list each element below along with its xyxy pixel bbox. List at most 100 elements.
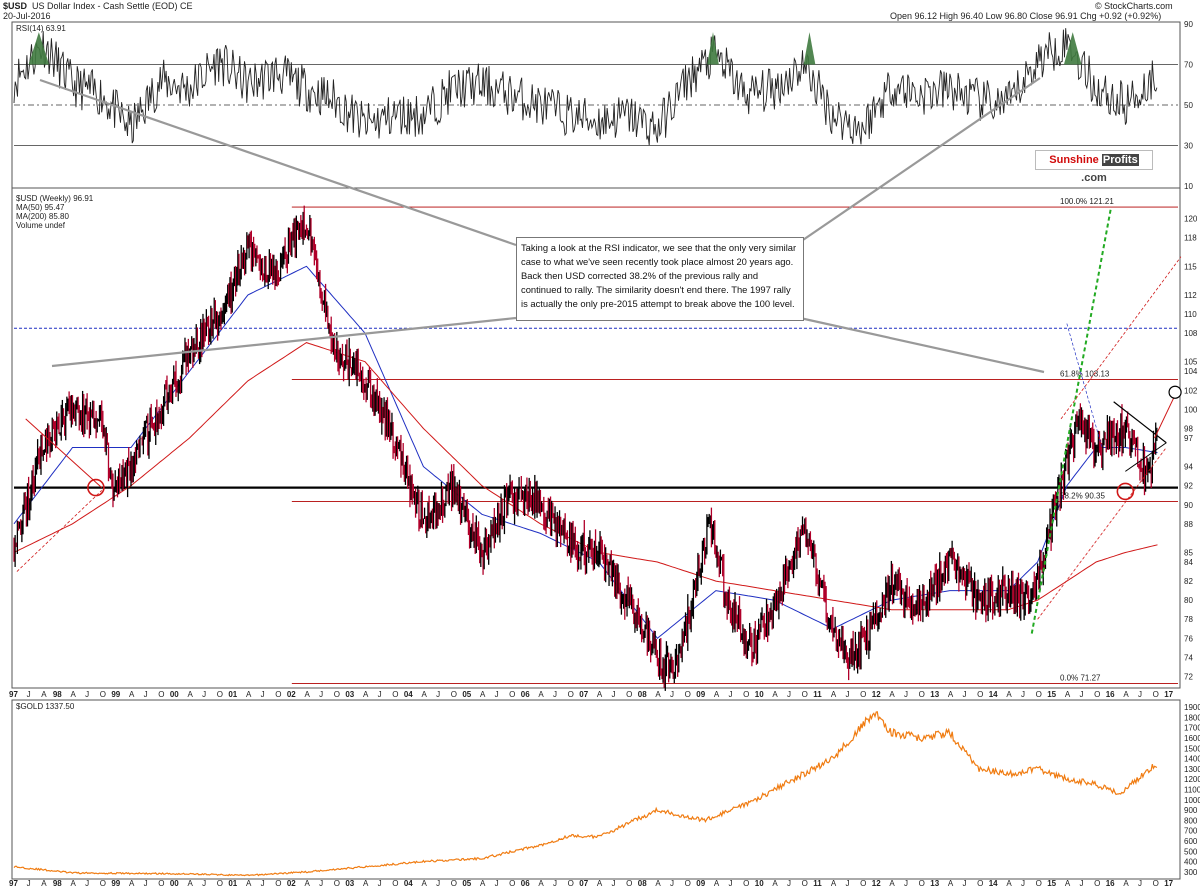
- x-tick-label: O: [1153, 690, 1159, 699]
- rsi-label: RSI(14) 63.91: [16, 24, 66, 33]
- x-tick-label-bottom: J: [261, 879, 265, 887]
- x-tick-label: 04: [404, 690, 413, 699]
- price-tick-label: 92: [1184, 482, 1193, 491]
- annotation-text: Taking a look at the RSI indicator, we s…: [521, 242, 797, 309]
- x-tick-label-bottom: O: [1153, 879, 1159, 887]
- x-tick-label-bottom: A: [129, 879, 135, 887]
- x-tick-label-bottom: 15: [1047, 879, 1056, 887]
- price-tick-label: 104: [1184, 367, 1198, 376]
- x-tick-label-bottom: O: [100, 879, 106, 887]
- price-tick-label: 88: [1184, 520, 1193, 529]
- x-tick-label: 00: [170, 690, 179, 699]
- price-tick-label: 78: [1184, 615, 1193, 624]
- price-bars: [13, 205, 1158, 691]
- price-tick-label: 80: [1184, 596, 1193, 605]
- x-tick-label: 98: [53, 690, 62, 699]
- sunshine-profits-logo: Sunshine Profits .com: [1035, 150, 1153, 184]
- x-tick-label: A: [889, 690, 895, 699]
- x-tick-label: O: [977, 690, 983, 699]
- x-tick-label-bottom: 00: [170, 879, 179, 887]
- x-tick-label-bottom: J: [1079, 879, 1083, 887]
- x-tick-label: J: [1138, 690, 1142, 699]
- x-tick-label: J: [1021, 690, 1025, 699]
- x-tick-label-bottom: O: [626, 879, 632, 887]
- legend-volume: Volume undef: [16, 221, 66, 230]
- x-tick-label: O: [275, 690, 281, 699]
- fib-label: 38.2% 90.35: [1060, 491, 1105, 500]
- x-tick-label: O: [158, 690, 164, 699]
- x-tick-label: A: [41, 690, 47, 699]
- x-tick-label: O: [685, 690, 691, 699]
- x-tick-label: O: [1094, 690, 1100, 699]
- x-tick-label: O: [568, 690, 574, 699]
- trend-1997-down: [25, 418, 103, 488]
- marker-circle: [87, 478, 105, 497]
- x-tick-label: 14: [989, 690, 998, 699]
- x-tick-label-bottom: J: [495, 879, 499, 887]
- x-tick-label: O: [802, 690, 808, 699]
- rsi-tick-label: 30: [1184, 142, 1193, 151]
- x-tick-label: A: [421, 690, 427, 699]
- x-tick-label-bottom: J: [904, 879, 908, 887]
- x-tick-label-bottom: O: [392, 879, 398, 887]
- gold-tick-label: 1600: [1184, 734, 1200, 743]
- x-tick-label-bottom: O: [275, 879, 281, 887]
- annotation-callout: Taking a look at the RSI indicator, we s…: [516, 237, 804, 321]
- x-tick-label-bottom: J: [85, 879, 89, 887]
- gold-tick-label: 1200: [1184, 775, 1200, 784]
- x-tick-label: 13: [930, 690, 939, 699]
- x-tick-label: 01: [228, 690, 237, 699]
- triangle-upper-line: [1113, 401, 1167, 444]
- fib-label: 100.0% 121.21: [1060, 197, 1114, 206]
- x-tick-label-bottom: A: [480, 879, 486, 887]
- x-tick-label-bottom: O: [685, 879, 691, 887]
- x-tick-label-bottom: O: [802, 879, 808, 887]
- x-tick-label-bottom: O: [451, 879, 457, 887]
- x-tick-label-bottom: 14: [989, 879, 998, 887]
- legend-usd: $USD (Weekly) 96.91: [16, 194, 94, 203]
- trend-green-dashed: [1030, 208, 1112, 634]
- rsi-overbought-fill: [1063, 32, 1082, 65]
- gold-panel-frame: [11, 699, 1181, 880]
- x-tick-label-bottom: O: [509, 879, 515, 887]
- logo-profits: Profits: [1101, 154, 1139, 166]
- x-tick-label: O: [860, 690, 866, 699]
- x-tick-label-bottom: A: [421, 879, 427, 887]
- x-tick-label: 03: [345, 690, 354, 699]
- price-tick-label: 97: [1184, 434, 1193, 443]
- x-tick-label-bottom: 16: [1106, 879, 1115, 887]
- fib-label: 0.0% 71.27: [1060, 673, 1101, 682]
- trend-1997-lower: [16, 490, 103, 572]
- x-tick-label: A: [304, 690, 310, 699]
- header-title: US Dollar Index - Cash Settle (EOD) CE: [32, 1, 193, 11]
- price-tick-label: 112: [1184, 291, 1197, 300]
- x-tick-label: 10: [755, 690, 764, 699]
- x-tick-label-bottom: A: [70, 879, 76, 887]
- price-legend: $USD (Weekly) 96.91 MA(50) 95.47 MA(200)…: [16, 194, 94, 230]
- x-tick-label: A: [1065, 690, 1071, 699]
- price-tick-label: 98: [1184, 424, 1193, 433]
- gold-line: [13, 711, 1158, 877]
- header-date: 20-Jul-2016: [3, 11, 51, 21]
- rsi-tick-label: 50: [1184, 101, 1193, 110]
- x-tick-label-bottom: 11: [813, 879, 822, 887]
- x-tick-label-bottom: J: [144, 879, 148, 887]
- header-quote: Open 96.12 High 96.40 Low 96.80 Close 96…: [890, 11, 1161, 21]
- x-tick-label-bottom: 10: [755, 879, 764, 887]
- price-tick-label: 90: [1184, 501, 1193, 510]
- x-tick-label: J: [963, 690, 967, 699]
- rsi-tick-label: 90: [1184, 20, 1193, 29]
- x-tick-label-bottom: O: [334, 879, 340, 887]
- gold-tick-label: 500: [1184, 847, 1198, 856]
- price-tick-label: 105: [1184, 358, 1198, 367]
- price-tick-label: 82: [1184, 577, 1193, 586]
- x-tick-label-bottom: A: [1006, 879, 1012, 887]
- gold-tick-label: 1500: [1184, 744, 1200, 753]
- x-tick-label-bottom: A: [655, 879, 661, 887]
- gold-tick-label: 900: [1184, 806, 1198, 815]
- connector-rsi-1997: [39, 78, 517, 247]
- x-tick-label: A: [714, 690, 720, 699]
- x-tick-label: O: [919, 690, 925, 699]
